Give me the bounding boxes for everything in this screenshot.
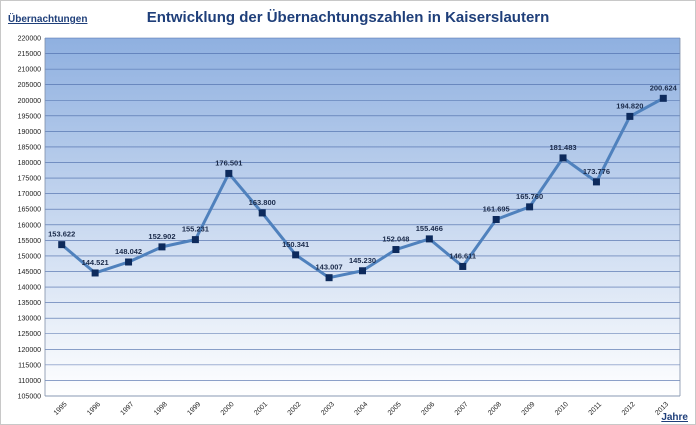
- data-point: [559, 154, 567, 162]
- data-label: 173.776: [583, 167, 610, 176]
- data-label: 161.695: [483, 205, 510, 214]
- y-tick-label: 125000: [18, 331, 41, 338]
- y-tick-label: 160000: [18, 222, 41, 229]
- x-tick-label: 2001: [253, 401, 269, 417]
- y-tick-label: 115000: [18, 362, 41, 369]
- data-label: 146.611: [449, 251, 476, 260]
- y-tick-label: 170000: [18, 191, 41, 198]
- data-label: 150.341: [282, 240, 309, 249]
- gridlines: [44, 37, 681, 397]
- chart-title: Entwicklung der Übernachtungszahlen in K…: [147, 9, 550, 26]
- x-tick-label: 1998: [153, 401, 169, 417]
- data-label: 155.231: [182, 225, 209, 234]
- data-point: [526, 203, 534, 211]
- x-tick-label: 2006: [420, 401, 436, 417]
- data-point: [292, 251, 300, 259]
- data-label: 163.800: [249, 198, 276, 207]
- data-point: [459, 262, 467, 270]
- data-point: [225, 169, 233, 177]
- x-tick-labels: 1995 1996 1997 1998 1999 2000 2001 2002 2003 2004…: [53, 401, 671, 417]
- data-point: [359, 267, 366, 275]
- data-point: [158, 243, 166, 251]
- y-tick-label: 215000: [18, 51, 41, 58]
- data-point: [125, 258, 133, 266]
- y-tick-label: 175000: [18, 176, 41, 183]
- data-labels: 153.622 144.521 148.042 152.902 155.231 176.5…: [48, 83, 678, 271]
- y-tick-label: 140000: [18, 285, 41, 292]
- y-tick-label: 165000: [18, 207, 41, 214]
- data-label: 145.230: [349, 256, 376, 265]
- y-tick-label: 195000: [18, 113, 41, 120]
- data-label: 148.042: [115, 247, 142, 256]
- data-point: [258, 209, 266, 217]
- y-tick-label: 180000: [18, 160, 41, 167]
- x-tick-label: 2011: [588, 401, 604, 417]
- data-label: 143.007: [316, 263, 343, 272]
- data-point: [626, 112, 634, 120]
- x-axis-label: Jahre: [661, 412, 688, 423]
- y-tick-label: 110000: [18, 378, 41, 385]
- data-point: [58, 241, 66, 249]
- y-tick-label: 205000: [18, 82, 41, 89]
- data-label: 165.760: [516, 192, 543, 201]
- data-label: 176.501: [215, 158, 242, 167]
- x-tick-label: 1996: [86, 401, 102, 417]
- data-point: [659, 94, 667, 102]
- x-tick-label: 2012: [621, 401, 637, 417]
- x-tick-label: 2009: [521, 401, 537, 417]
- y-tick-label: 120000: [18, 347, 41, 354]
- x-tick-label: 2010: [554, 401, 570, 417]
- y-tick-label: 210000: [18, 67, 41, 74]
- data-label: 152.048: [382, 235, 409, 244]
- data-label: 200.624: [650, 83, 678, 92]
- x-tick-label: 2003: [320, 401, 336, 417]
- data-label: 194.820: [616, 101, 643, 110]
- x-tick-label: 2008: [487, 401, 503, 417]
- x-tick-label: 2002: [287, 401, 303, 417]
- y-tick-label: 185000: [18, 144, 41, 151]
- data-label: 152.902: [148, 232, 175, 241]
- data-label: 153.622: [48, 230, 75, 239]
- x-tick-label: 2004: [353, 401, 369, 417]
- data-label: 144.521: [82, 258, 109, 267]
- x-tick-label: 2005: [387, 401, 403, 417]
- y-tick-label: 200000: [18, 98, 41, 105]
- x-tick-label: 2000: [220, 401, 236, 417]
- data-point: [492, 216, 500, 224]
- y-tick-label: 155000: [18, 238, 41, 245]
- y-tick-label: 135000: [18, 300, 41, 307]
- data-point: [592, 178, 600, 186]
- data-point: [191, 236, 199, 244]
- data-point: [325, 274, 333, 282]
- x-tick-label: 1997: [120, 401, 136, 417]
- x-tick-label: 1999: [186, 401, 202, 417]
- data-point: [425, 235, 433, 243]
- data-markers: [58, 94, 667, 282]
- data-label: 181.483: [549, 143, 576, 152]
- y-tick-label: 190000: [18, 129, 41, 136]
- y-tick-label: 220000: [18, 36, 41, 43]
- y-tick-labels: 105000 110000 115000 120000 125000 130000 1350…: [18, 36, 41, 401]
- plot-area: [45, 38, 680, 396]
- data-point: [91, 269, 99, 277]
- y-tick-label: 105000: [18, 394, 41, 401]
- y-tick-label: 150000: [18, 253, 41, 260]
- data-label: 155.466: [416, 224, 443, 233]
- y-axis-label: Übernachtungen: [8, 12, 87, 25]
- x-tick-label: 2007: [454, 401, 470, 417]
- y-tick-label: 145000: [18, 269, 41, 276]
- y-tick-label: 130000: [18, 316, 41, 323]
- data-point: [392, 246, 400, 254]
- x-tick-label: 1995: [53, 401, 69, 417]
